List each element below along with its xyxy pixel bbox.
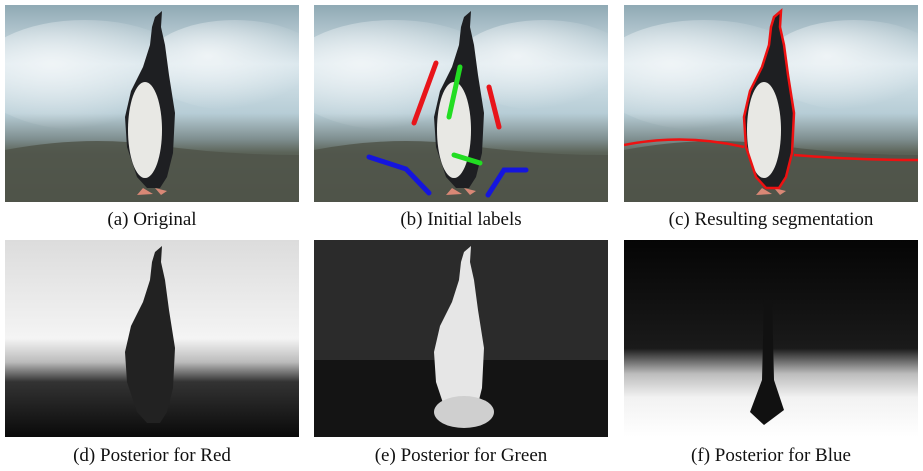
- photo-original: [5, 5, 299, 202]
- posterior-red: [5, 240, 299, 437]
- posterior-green: [314, 240, 608, 437]
- photo-labels: [314, 5, 608, 202]
- photo-segmentation: [624, 5, 918, 202]
- caption: (a) Original: [0, 209, 307, 231]
- caption: (f) Posterior for Blue: [616, 445, 923, 467]
- posterior-blue: [624, 240, 918, 437]
- figure-page: (a) Original (b) Initial labels (c) Resu…: [0, 0, 923, 471]
- caption: (b) Initial labels: [306, 209, 616, 231]
- caption: (d) Posterior for Red: [0, 445, 307, 467]
- caption: (c) Resulting segmentation: [616, 209, 923, 231]
- caption: (e) Posterior for Green: [306, 445, 616, 467]
